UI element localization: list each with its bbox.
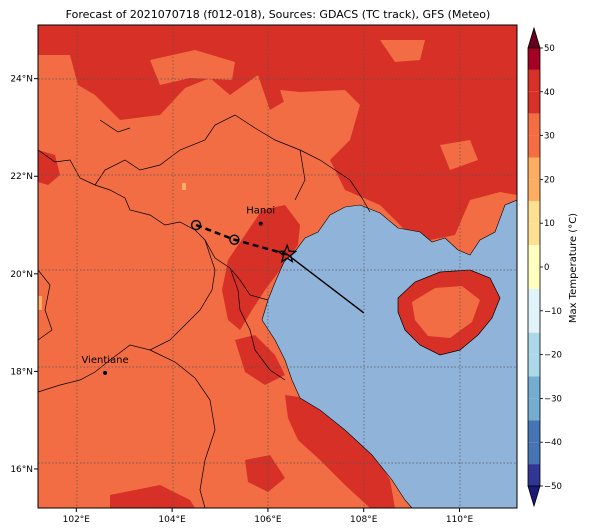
colorbar-band — [528, 157, 540, 180]
colorbar-band — [528, 245, 540, 267]
lon-label: 110°E — [446, 515, 474, 525]
gridlines — [38, 25, 517, 508]
city-label: Hanoi — [246, 206, 275, 217]
city-dot — [103, 370, 108, 375]
forecast-track-line — [286, 253, 365, 314]
colorbar-band — [528, 69, 540, 92]
city-dot — [258, 221, 263, 226]
lon-label: 104°E — [158, 515, 186, 525]
colorbar-tick-label: 50 — [544, 44, 555, 54]
colorbar-tick-label: 10 — [544, 219, 555, 229]
tc-track — [190, 219, 365, 314]
colorbar-band — [528, 223, 540, 246]
track-point — [229, 234, 240, 245]
colorbar-band — [528, 376, 540, 399]
warm-speck — [182, 183, 186, 190]
colorbar-band — [528, 267, 540, 289]
colorbar-band — [528, 354, 540, 377]
colorbar-tick-label: 20 — [544, 175, 555, 185]
track-point — [190, 219, 202, 231]
lon-label: 106°E — [254, 515, 282, 525]
colorbar-tick-label: −30 — [544, 394, 562, 404]
colorbar-band — [528, 91, 540, 114]
past-track-line — [195, 223, 288, 256]
colorbar-band — [528, 398, 540, 421]
colorbar-tick-label: −20 — [544, 351, 562, 361]
lon-label: 102°E — [63, 515, 91, 525]
colorbar-tick-label: 30 — [544, 132, 555, 142]
lat-label: 22°N — [10, 172, 33, 182]
warm-patch-north-2 — [380, 40, 425, 62]
lat-label: 24°N — [10, 75, 33, 85]
map-frame — [37, 24, 518, 509]
hot-zone-west-strip — [38, 150, 60, 185]
hot-zone-south-west-2 — [245, 455, 285, 492]
colorbar-label: Max Temperature (°C) — [568, 213, 579, 323]
map-title: Forecast of 2021070718 (f012-018), Sourc… — [66, 8, 491, 21]
colorbar-band — [528, 442, 540, 465]
lon-label: 108°E — [350, 515, 378, 525]
colorbar-tick-label: 0 — [544, 263, 549, 273]
hot-zone-central — [235, 335, 285, 385]
warm-speck-west — [38, 296, 42, 310]
colorbar-band — [528, 48, 540, 70]
colorbar-band — [528, 332, 540, 355]
city-label: Vientiane — [81, 355, 128, 366]
country-borders — [38, 114, 371, 508]
hainan-warm — [412, 286, 480, 338]
colorbar-tick-label: 40 — [544, 88, 555, 98]
city-markers: Hanoi Vientiane — [81, 206, 275, 375]
warm-patch-east-2 — [440, 140, 478, 170]
colorbar-band — [528, 420, 540, 443]
colorbar-tick-label: −50 — [544, 482, 562, 492]
colorbar-tick-label: −10 — [544, 307, 562, 317]
lat-label: 20°N — [10, 270, 33, 280]
colorbar: 50 40 30 20 10 0 −10 −20 −30 −40 −50 — [527, 26, 562, 508]
warm-patch-east — [280, 90, 340, 140]
hot-zone-south-west — [110, 485, 195, 508]
colorbar-band — [528, 135, 540, 158]
hot-zone-coast — [222, 205, 300, 330]
colorbar-band — [528, 288, 540, 311]
colorbar-band — [528, 464, 540, 486]
warm-patch-north — [150, 50, 235, 85]
colorbar-extend-max — [527, 26, 541, 49]
colorbar-band — [528, 113, 540, 136]
current-position-star — [276, 243, 298, 264]
axis-labels: 102°E 104°E 106°E 108°E 110°E 24°N 22°N 20°N 18°… — [10, 75, 473, 525]
colorbar-band — [528, 179, 540, 202]
colorbar-band — [528, 201, 540, 224]
colorbar-tick-label: −40 — [544, 438, 562, 448]
lat-label: 18°N — [10, 367, 33, 377]
colorbar-band — [528, 310, 540, 333]
map-panel: Hanoi Vientiane — [38, 25, 517, 508]
hot-zone-south-coast — [285, 395, 395, 508]
lat-label: 16°N — [10, 465, 33, 475]
colorbar-extend-min — [527, 485, 541, 508]
